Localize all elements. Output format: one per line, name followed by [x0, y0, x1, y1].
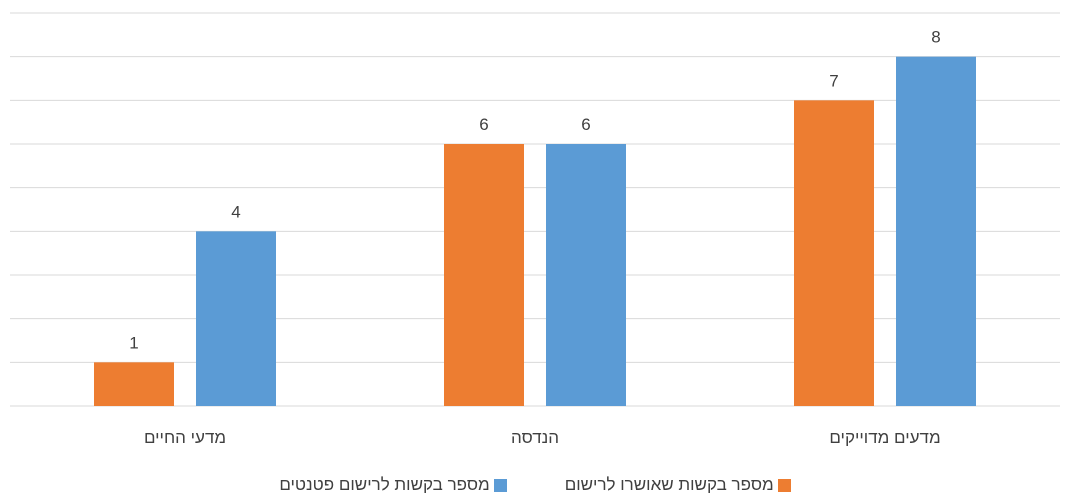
bar-applications: [196, 231, 276, 406]
bar-applications: [546, 144, 626, 406]
bar-approved: [794, 100, 874, 406]
bar-approved: [94, 362, 174, 406]
legend-swatch-approved: [777, 478, 791, 492]
data-label: 7: [829, 71, 838, 90]
bar-applications: [896, 56, 976, 407]
x-tick-label: מדעי החיים: [144, 428, 226, 447]
legend-label-applications: מספר בקשות לרישום פטנטים: [279, 475, 490, 494]
legend-item-approved: מספר בקשות שאושרו לרישום: [565, 475, 791, 495]
data-label: 1: [129, 333, 138, 352]
legend-item-applications: מספר בקשות לרישום פטנטים: [279, 475, 507, 495]
x-tick-label: הנדסה: [511, 428, 559, 447]
data-label: 6: [479, 115, 488, 134]
legend-swatch-applications: [493, 478, 507, 492]
bar-approved: [444, 144, 524, 406]
data-label: 6: [581, 115, 590, 134]
bar-chart: 8 7 מדעים מדוייקים 6 6 הנדסה 4 1 מדעי החיים: [10, 12, 1060, 447]
x-tick-label: מדעים מדוייקים: [829, 428, 940, 447]
legend-label-approved: מספר בקשות שאושרו לרישום: [564, 475, 774, 494]
data-label: 8: [931, 28, 940, 47]
legend: מספר בקשות שאושרו לרישום מספר בקשות לריש…: [0, 474, 1070, 496]
data-label: 4: [231, 202, 240, 221]
